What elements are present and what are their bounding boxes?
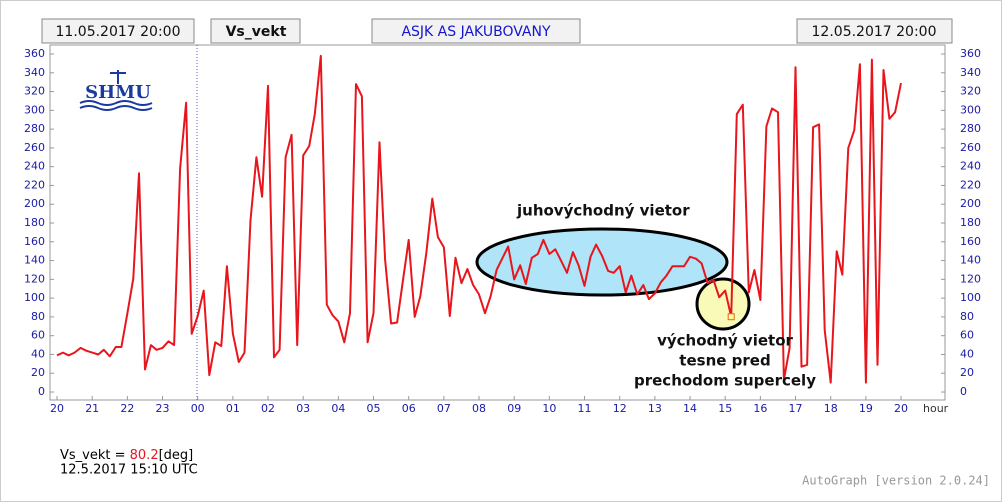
x-tick-label: 07 [437, 402, 451, 415]
y-tick-label: 160 [24, 235, 45, 248]
plot [56, 54, 902, 384]
y-tick-label: 320 [24, 85, 45, 98]
y-tick-label: 60 [31, 329, 45, 342]
y-tick-label-right: 140 [960, 254, 981, 267]
x-tick-label: 11 [578, 402, 592, 415]
annotation: východný vietor [657, 332, 793, 350]
y-tick-label-right: 20 [960, 366, 974, 379]
y-tick-label-right: 180 [960, 216, 981, 229]
y-tick-label: 40 [31, 347, 45, 360]
y-tick-label-right: 40 [960, 347, 974, 360]
annotation: tesne pred [679, 352, 770, 370]
header-box [796, 18, 953, 44]
x-tick-label: 09 [507, 402, 521, 415]
readout: Vs_vekt = 80.2[deg] [60, 448, 193, 463]
y-tick-label-right: 240 [960, 160, 981, 173]
x-tick-label: 22 [120, 402, 134, 415]
readout-label: Vs_vekt = [60, 448, 130, 463]
y-tick-label-right: 360 [960, 47, 981, 60]
highlight-ellipse [695, 277, 751, 331]
x-tick-label: 08 [472, 402, 486, 415]
y-tick-label-right: 320 [960, 85, 981, 98]
x-tick-label: 20 [894, 402, 908, 415]
x-tick-label: 17 [789, 402, 803, 415]
header-box [371, 18, 581, 44]
x-tick-label: 15 [718, 402, 732, 415]
y-tick-label-right: 220 [960, 178, 981, 191]
x-tick-label: 13 [648, 402, 662, 415]
y-tick-label-right: 80 [960, 310, 974, 323]
y-tick-label-right: 260 [960, 141, 981, 154]
header-box [210, 18, 301, 44]
y-tick-label-right: 200 [960, 197, 981, 210]
x-tick-label: 01 [226, 402, 240, 415]
y-tick-label: 340 [24, 66, 45, 79]
y-tick-label: 200 [24, 197, 45, 210]
y-tick-label: 280 [24, 122, 45, 135]
readout-time: 12.5.2017 15:10 UTC [60, 463, 198, 478]
y-tick-label-right: 0 [960, 385, 967, 398]
station: ASJK AS JAKUBOVANY [401, 24, 551, 40]
x-tick-label: 00 [191, 402, 205, 415]
highlight-ellipse [475, 227, 729, 297]
y-tick-label-right: 300 [960, 103, 981, 116]
readout-unit: [deg] [159, 448, 194, 463]
y-tick-label-right: 120 [960, 272, 981, 285]
y-tick-label-right: 280 [960, 122, 981, 135]
y-tick-label: 240 [24, 160, 45, 173]
cursor-marker [727, 313, 735, 321]
x-tick-label: 06 [402, 402, 416, 415]
y-tick-label: 120 [24, 272, 45, 285]
x-tick-label: 23 [156, 402, 170, 415]
y-tick-label: 220 [24, 178, 45, 191]
y-tick-label: 80 [31, 310, 45, 323]
y-tick-label: 360 [24, 47, 45, 60]
start-time: 11.05.2017 20:00 [56, 24, 181, 40]
y-tick-label: 0 [38, 385, 45, 398]
x-tick-label: 19 [859, 402, 873, 415]
x-tick-label: 12 [613, 402, 627, 415]
y-tick-label: 100 [24, 291, 45, 304]
header-box [41, 18, 195, 44]
x-tick-label: 05 [367, 402, 381, 415]
variable: Vs_vekt [226, 24, 287, 40]
logo: SHMU [79, 70, 153, 111]
footer: AutoGraph [version 2.0.24] [802, 474, 990, 488]
y-tick-label-right: 340 [960, 66, 981, 79]
data-line [56, 54, 902, 384]
x-tick-label: 21 [85, 402, 99, 415]
x-tick-label: 16 [753, 402, 767, 415]
y-tick-label: 260 [24, 141, 45, 154]
readout-value: 80.2 [130, 448, 159, 463]
logo-waves [79, 100, 153, 111]
y-tick-label: 140 [24, 254, 45, 267]
y-tick-label: 180 [24, 216, 45, 229]
x-tick-label: 02 [261, 402, 275, 415]
logo-text: SHMU [85, 82, 151, 103]
x-axis-label: hour [923, 402, 949, 415]
x-tick-label: 14 [683, 402, 697, 415]
x-tick-label: 20 [50, 402, 64, 415]
y-tick-label-right: 60 [960, 329, 974, 342]
y-tick-label: 300 [24, 103, 45, 116]
y-tick-label-right: 100 [960, 291, 981, 304]
annotation: prechodom supercely [634, 372, 816, 390]
x-tick-label: 03 [296, 402, 310, 415]
x-tick-label: 04 [331, 402, 345, 415]
x-tick-label: 10 [542, 402, 556, 415]
y-tick-label: 20 [31, 366, 45, 379]
annotation: juhovýchodný vietor [516, 202, 690, 220]
y-tick-label-right: 160 [960, 235, 981, 248]
x-tick-label: 18 [824, 402, 838, 415]
end-time: 12.05.2017 20:00 [812, 24, 937, 40]
